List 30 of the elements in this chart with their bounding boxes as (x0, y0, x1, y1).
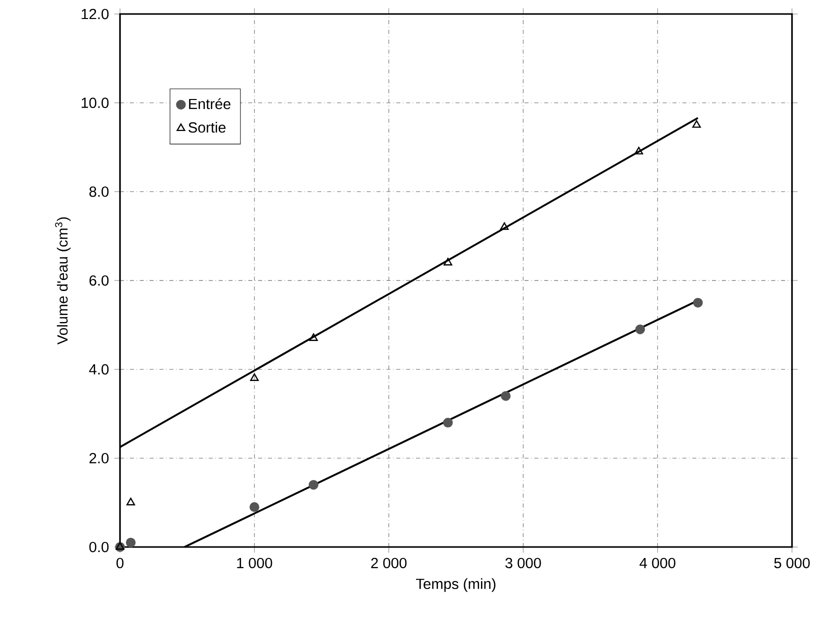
point (443, 418, 453, 428)
y-tick-label: 6.0 (90, 275, 109, 286)
point (634, 146, 644, 154)
y-tick-label: 12.0 (82, 8, 109, 20)
y-tick-label: 2.0 (90, 452, 109, 464)
y-tick-label: 4.0 (89, 364, 109, 375)
point (500, 222, 509, 230)
legend-label: Entrée (189, 98, 230, 110)
legend-label: Sortie (188, 122, 226, 133)
point (126, 538, 136, 548)
y-axis-title: Volume d'eau (cm$^{3}$) (55, 217, 71, 345)
point (635, 324, 645, 334)
x-tick-label: 4 000 (640, 558, 676, 568)
point (444, 258, 452, 266)
y-tick-label: 8.0 (89, 186, 109, 197)
x-axis-title: Temps (min) (416, 578, 496, 592)
y-tick-label: 0.0 (89, 542, 109, 552)
point (693, 298, 703, 308)
x-tick-label: 3 000 (505, 558, 541, 568)
x-tick-label: 0 (116, 558, 124, 568)
point (126, 498, 136, 506)
point (250, 502, 260, 512)
point (250, 373, 259, 381)
point (309, 333, 318, 341)
point (500, 391, 511, 401)
x-tick-label: 2 000 (371, 558, 407, 568)
x-tick-label: 5 000 (774, 558, 810, 568)
x-tick-label: 1 000 (237, 558, 272, 568)
point (308, 480, 318, 490)
y-tick-label: 10.0 (82, 98, 109, 108)
